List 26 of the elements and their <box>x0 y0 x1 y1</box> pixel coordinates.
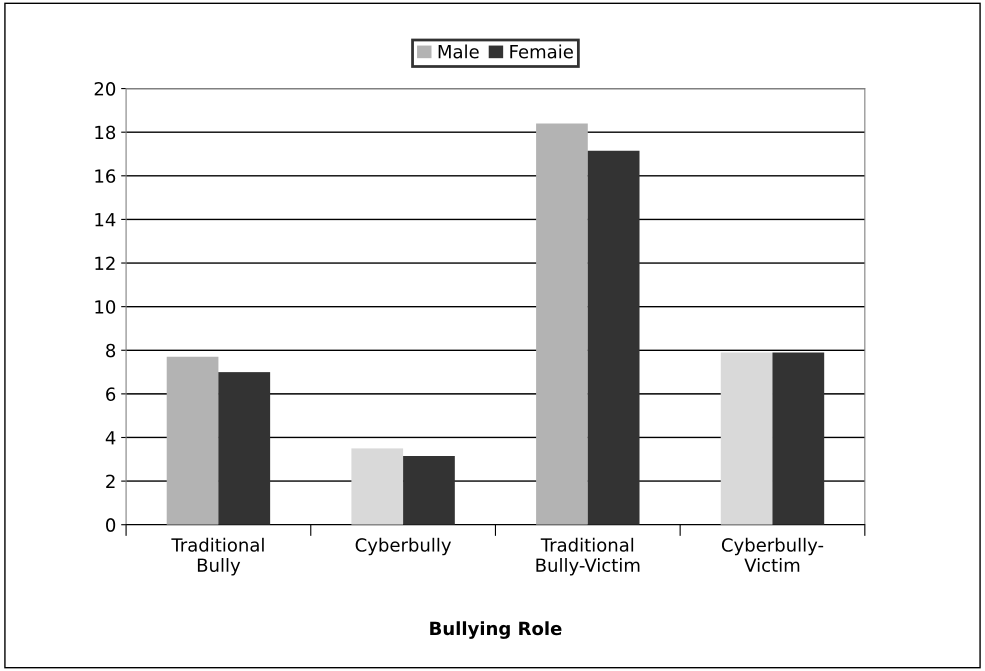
bar <box>720 352 772 525</box>
bar <box>403 456 455 525</box>
y-tick-label: 14 <box>95 213 116 226</box>
x-tick-label: Cyberbully <box>356 538 452 556</box>
y-tick-label: 16 <box>95 169 116 183</box>
y-tick-label: 0 <box>106 518 116 532</box>
bar <box>351 448 404 525</box>
x-axis-title: Bullying Role <box>430 621 562 639</box>
x-tick-label: Traditional Bully-Victim <box>536 538 640 576</box>
bar <box>588 150 640 525</box>
bar <box>772 352 824 525</box>
y-tick-label: 12 <box>95 256 115 270</box>
y-tick-label: 2 <box>106 474 115 488</box>
bar <box>536 123 588 525</box>
legend-label: Femaie <box>510 44 573 58</box>
bar <box>218 372 270 525</box>
x-tick-label: Cyberbully- Victim <box>722 538 824 572</box>
y-tick-label: 18 <box>95 126 116 140</box>
y-tick-label: 4 <box>106 431 116 444</box>
bar <box>166 356 218 525</box>
legend-label: Male <box>438 44 479 58</box>
y-tick-label: 20 <box>94 82 116 96</box>
y-tick-label: 8 <box>106 344 116 358</box>
y-tick-label: 6 <box>106 387 116 401</box>
x-tick-label: Traditional Bully <box>171 538 264 576</box>
y-tick-label: 10 <box>95 300 116 314</box>
